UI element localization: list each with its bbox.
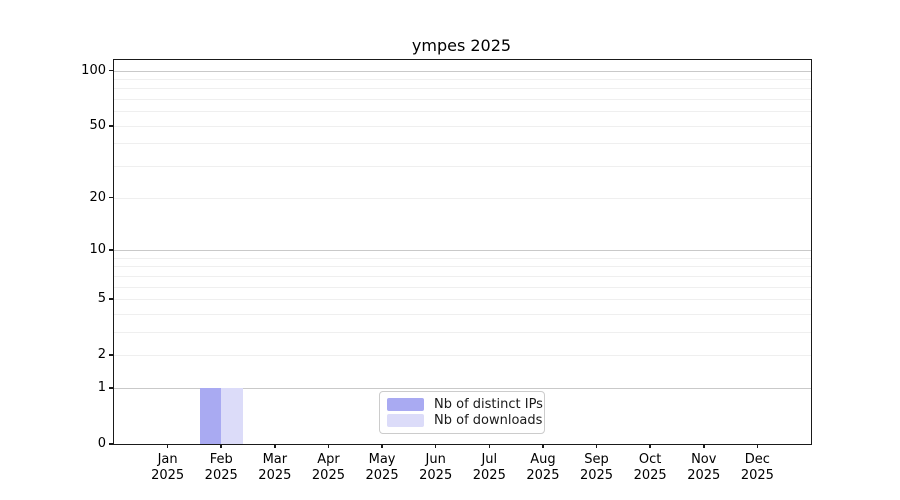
x-tick-label-jun-2025: Jun 2025: [419, 452, 453, 483]
gridline-minor-80: [114, 88, 811, 90]
x-tick-jul-2025: [488, 444, 491, 448]
y-tick-20: [109, 196, 113, 199]
legend: Nb of distinct IPs Nb of downloads: [379, 391, 545, 434]
y-tick-100: [109, 69, 113, 72]
gridline-minor-7: [114, 275, 811, 277]
x-tick-label-aug-2025: Aug 2025: [526, 452, 560, 483]
y-tick-50: [109, 125, 113, 127]
gridline-minor-3: [114, 331, 811, 333]
x-tick-label-may-2025: May 2025: [365, 452, 399, 483]
chart-title: ympes 2025: [411, 36, 512, 55]
gridline-minor-4: [114, 313, 811, 315]
x-tick-jun-2025: [434, 444, 437, 448]
gridline-minor-60: [114, 111, 811, 113]
x-tick-feb-2025: [220, 444, 222, 448]
y-tick-2: [109, 354, 113, 356]
gridline-minor-40: [114, 143, 811, 145]
gridline-major-1: [114, 387, 811, 389]
gridline-minor-30: [114, 166, 811, 168]
x-tick-jan-2025: [166, 444, 169, 448]
x-tick-nov-2025: [703, 444, 705, 448]
x-tick-apr-2025: [327, 444, 330, 448]
gridline-minor-50: [114, 125, 811, 127]
gridline-major-10: [114, 249, 811, 251]
x-tick-label-feb-2025: Feb 2025: [204, 452, 238, 483]
gridline-minor-5: [114, 298, 811, 300]
y-tick-label-1: 1: [97, 379, 106, 395]
x-tick-label-apr-2025: Apr 2025: [311, 452, 345, 483]
x-tick-oct-2025: [649, 444, 651, 448]
y-tick-label-10: 10: [89, 241, 106, 257]
gridline-minor-8: [114, 266, 811, 268]
x-tick-sep-2025: [595, 444, 598, 448]
x-tick-label-sep-2025: Sep 2025: [579, 452, 614, 483]
x-tick-label-oct-2025: Oct 2025: [633, 452, 667, 483]
x-tick-may-2025: [381, 444, 383, 448]
legend-label: Nb of downloads: [434, 413, 543, 429]
plot-area: 100 50 20 10 5 2 1 0 Jan 2025 Feb 2025 Mar 2025 Apr…: [81, 59, 812, 483]
x-tick-dec-2025: [756, 444, 759, 448]
legend-swatch-nb-of-downloads: [387, 414, 424, 428]
gridline-minor-2: [114, 355, 811, 357]
legend-item-nb-of-downloads: Nb of downloads: [387, 413, 542, 430]
y-tick-1: [109, 387, 113, 389]
x-tick-label-nov-2025: Nov 2025: [687, 452, 721, 483]
y-tick-label-2: 2: [97, 347, 106, 363]
y-tick-label-100: 100: [81, 62, 106, 78]
y-tick-label-20: 20: [89, 189, 106, 205]
bar-nb-of-distinct-ips-feb-2025: [199, 387, 222, 444]
gridline-minor-6: [114, 286, 811, 288]
gridline-minor-9: [114, 257, 811, 259]
y-tick-label-50: 50: [89, 117, 106, 133]
x-tick-aug-2025: [542, 444, 544, 448]
y-tick-10: [109, 249, 113, 251]
gridline-major-100: [114, 70, 811, 72]
gridline-minor-70: [114, 99, 811, 101]
bar-nb-of-downloads-feb-2025: [221, 387, 243, 444]
x-tick-label-mar-2025: Mar 2025: [258, 452, 292, 483]
x-tick-label-jul-2025: Jul 2025: [472, 452, 506, 483]
legend-item-nb-of-distinct-ips: Nb of distinct IPs: [387, 396, 543, 413]
x-tick-label-dec-2025: Dec 2025: [740, 452, 774, 483]
y-tick-label-5: 5: [97, 290, 106, 306]
legend-label: Nb of distinct IPs: [434, 396, 543, 412]
y-tick-5: [109, 298, 113, 300]
x-tick-mar-2025: [274, 444, 276, 448]
gridline-minor-90: [114, 78, 811, 80]
y-tick-label-0: 0: [97, 436, 106, 451]
x-tick-label-jan-2025: Jan 2025: [151, 452, 185, 483]
gridline-minor-20: [114, 197, 811, 199]
y-tick-0: [109, 443, 113, 445]
legend-swatch-nb-of-distinct-ips: [387, 397, 424, 411]
